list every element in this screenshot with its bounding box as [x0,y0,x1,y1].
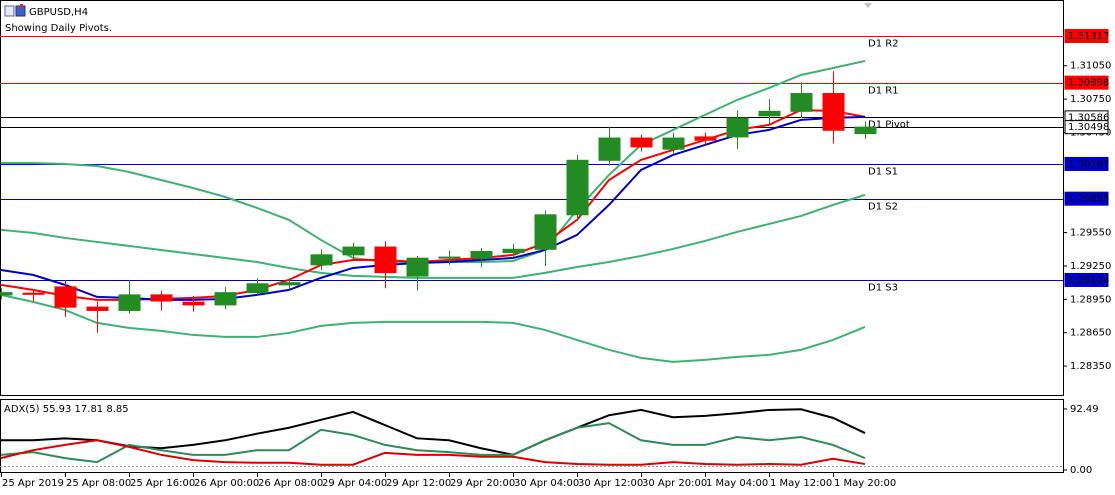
candle-body [54,286,77,308]
shift-marker [864,3,872,8]
x-tick-label: 25 Apr 2019 [2,478,64,489]
adx-panel [0,399,1064,473]
price-box-label: 1.31317 [1068,31,1109,42]
x-tick-label: 30 Apr 04:00 [514,478,579,489]
pivot-name: D1 Pivot [868,120,910,131]
price-box [1064,272,1109,287]
y-tick-label: 1.29250 [1070,261,1111,272]
candle-body [278,282,301,286]
adx-line [0,422,866,464]
main-panel [0,0,1064,396]
indicator-line [0,115,866,301]
candle-body [598,137,621,161]
x-tick-label: 1 May 12:00 [770,478,832,489]
pivot-name: D1 S1 [868,167,898,178]
price-box-label: 1.29124 [1068,275,1109,286]
y-tick-label: 1.28950 [1070,294,1111,305]
candle-body [22,292,45,295]
x-tick-label: 26 Apr 00:00 [194,478,259,489]
y-tick-label: 1.31050 [1070,61,1111,72]
candle-body [534,214,557,250]
x-tick-label: 1 May 04:00 [706,478,768,489]
adx-line [0,439,866,466]
candle-body [86,306,109,311]
candle-body [438,256,461,259]
pivot-name: D1 S2 [868,202,898,213]
price-box-label: 1.30167 [1068,159,1109,170]
price-box-label: 1.29855 [1068,194,1109,205]
x-tick-label: 25 Apr 16:00 [130,478,195,489]
price-box [1064,120,1109,135]
x-tick-label: 29 Apr 12:00 [386,478,451,489]
x-tick-label: 29 Apr 04:00 [322,478,387,489]
candle-body [406,257,429,277]
candle-body [0,292,13,296]
candle-body [470,251,493,259]
price-box [1064,75,1109,90]
indicator-line [0,193,866,279]
y-tick-label: 1.30750 [1070,94,1111,105]
candle-body [694,136,717,141]
x-tick-label: 30 Apr 20:00 [642,478,707,489]
x-tick-label: 1 May 20:00 [834,478,896,489]
candle-body [822,93,845,131]
candle-body [246,283,269,294]
candle-body [150,294,173,302]
chart-title: GBPUSD,H4 [29,7,88,18]
candle-body [726,117,749,138]
x-tick-label: 25 Apr 08:00 [66,478,131,489]
pivot-name: D1 R1 [868,86,899,97]
y-tick-label: 92.49 [1070,404,1099,415]
y-tick-label: 0.00 [1070,465,1092,476]
pivot-name: D1 R2 [868,39,899,50]
candle-body [214,292,237,306]
candle-body [566,159,589,216]
y-tick-label: 1.28350 [1070,361,1111,372]
pivot-name: D1 S3 [868,283,898,294]
price-box-label: 1.30586 [1068,112,1109,123]
price-box [1064,156,1109,171]
candle-body [758,110,781,117]
adx-title: ADX(5) 55.93 17.81 8.85 [4,404,129,415]
price-box-label: 1.30898 [1068,78,1109,89]
candle-body [342,246,365,256]
y-tick-label: 1.28650 [1070,328,1111,339]
candle-body [502,248,525,254]
candle-body [118,294,141,311]
y-tick-label: 1.29550 [1070,228,1111,239]
x-tick-label: 29 Apr 20:00 [450,478,515,489]
candle-body [182,301,205,306]
candle-body [630,137,653,148]
symbol-icon [4,4,26,17]
chart-subtitle: Showing Daily Pivots. [5,23,112,34]
x-tick-label: 30 Apr 12:00 [578,478,643,489]
candle-body [374,246,397,274]
price-box-label: 1.30498 [1068,122,1109,133]
price-box [1064,29,1109,44]
candle-body [854,126,877,135]
candle-body [310,254,333,266]
x-tick-label: 26 Apr 08:00 [258,478,323,489]
indicator-line [0,293,866,363]
candle-body [790,93,813,112]
candle-body [662,137,685,150]
price-box [1064,191,1109,206]
